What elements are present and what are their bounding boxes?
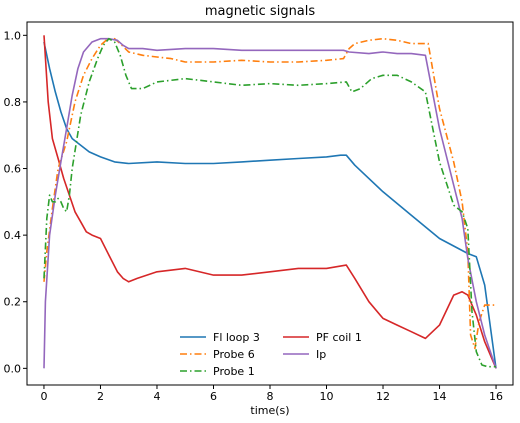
y-tick-label: 0.0 <box>4 362 22 375</box>
y-axis: 0.0 0.2 0.4 0.6 0.8 1.0 <box>4 29 27 375</box>
chart-title: magnetic signals <box>205 4 316 19</box>
legend-label: Probe 6 <box>213 348 255 361</box>
series-line-fl-loop-3 <box>43 41 497 369</box>
y-tick-label: 0.4 <box>4 229 22 242</box>
legend-label: PF coil 1 <box>316 331 362 344</box>
series-line-pf-coil-1 <box>43 35 497 369</box>
x-tick-label: 10 <box>320 390 334 403</box>
x-axis-label: time(s) <box>250 404 289 417</box>
series-line-probe-6 <box>43 37 496 350</box>
x-tick-label: 4 <box>153 390 160 403</box>
legend-label: Probe 1 <box>213 365 255 378</box>
x-tick-label: 6 <box>210 390 217 403</box>
y-tick-label: 1.0 <box>4 29 22 42</box>
x-tick-label: 8 <box>267 390 274 403</box>
legend: Fl loop 3 Probe 6 Probe 1 PF coil 1 Ip <box>180 331 362 378</box>
series-layer <box>43 35 497 369</box>
x-tick-label: 16 <box>489 390 503 403</box>
y-tick-label: 0.2 <box>4 296 22 309</box>
series-line-ip <box>43 37 497 369</box>
plot-frame <box>26 21 514 386</box>
x-tick-label: 0 <box>40 390 47 403</box>
y-tick-label: 0.6 <box>4 163 22 176</box>
x-tick-label: 2 <box>97 390 104 403</box>
x-axis: 0 2 4 6 8 10 12 14 16 <box>40 385 503 403</box>
legend-label: Ip <box>316 348 326 361</box>
y-tick-label: 0.8 <box>4 96 22 109</box>
x-tick-label: 14 <box>433 390 447 403</box>
x-tick-label: 12 <box>376 390 390 403</box>
series-line-probe-1 <box>43 37 496 368</box>
legend-label: Fl loop 3 <box>213 331 260 344</box>
